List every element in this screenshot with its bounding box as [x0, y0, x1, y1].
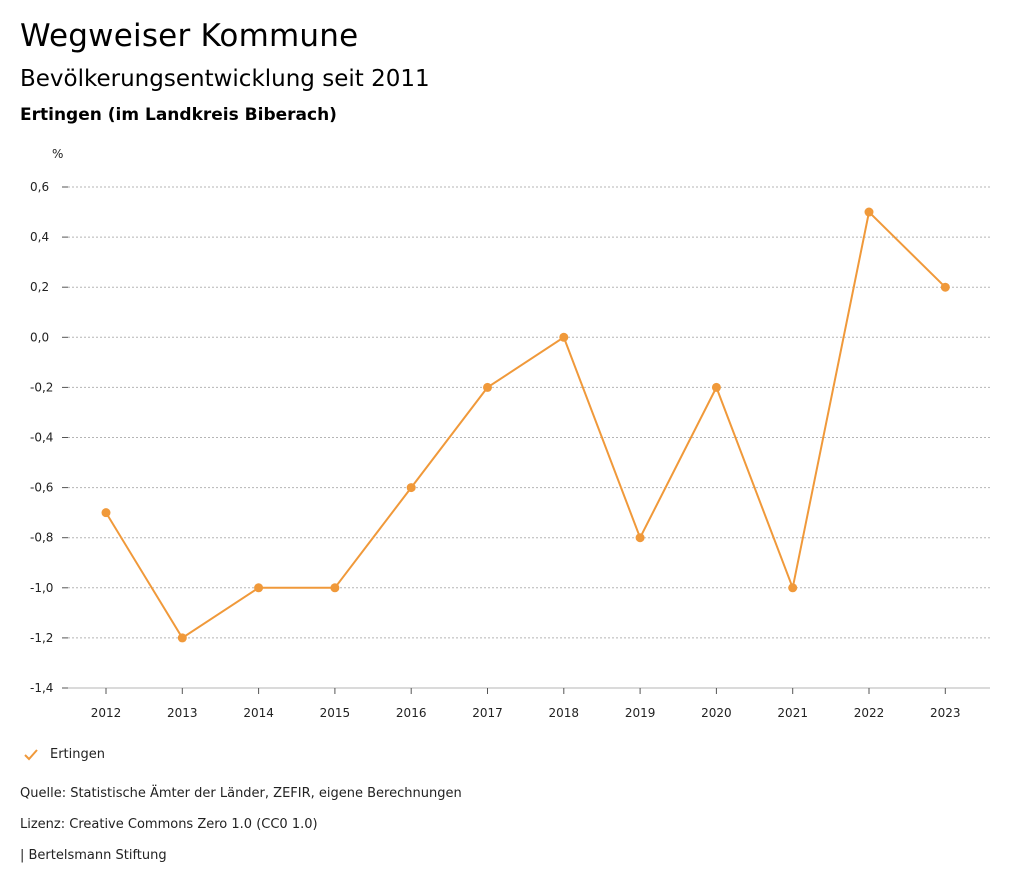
- data-point[interactable]: [330, 583, 340, 593]
- data-point[interactable]: [177, 633, 187, 643]
- x-tick-label: 2019: [625, 706, 656, 720]
- axis-layer: % 0,6 0,4 0,2 0,0 -0,2 -0,4 -0,6 -0,8 -1,0 -1,2 -1,…: [30, 147, 990, 720]
- y-tick-label: -1,0: [30, 581, 53, 595]
- data-point[interactable]: [711, 382, 721, 392]
- data-point[interactable]: [559, 332, 569, 342]
- y-tick-label: -0,8: [30, 531, 53, 545]
- y-tick-label: 0,4: [30, 230, 49, 244]
- data-point[interactable]: [483, 382, 492, 392]
- y-tick-label: 0,0: [30, 330, 49, 344]
- data-point[interactable]: [864, 207, 874, 217]
- x-tick-label: 2021: [777, 706, 808, 720]
- publisher-note: | Bertelsmann Stiftung: [20, 848, 167, 863]
- license-note: Lizenz: Creative Commons Zero 1.0 (CC0 1…: [20, 817, 318, 832]
- x-tick-label: 2018: [549, 706, 580, 720]
- y-tick-label: -1,4: [30, 681, 53, 695]
- y-tick-label: -0,2: [30, 380, 53, 394]
- grid-layer: [68, 186, 990, 689]
- x-tick-label: 2016: [396, 706, 427, 720]
- x-tick-label: 2020: [701, 706, 732, 720]
- y-tick-label: -1,2: [30, 631, 53, 645]
- x-tick-label: 2013: [167, 706, 198, 720]
- data-point[interactable]: [101, 508, 111, 518]
- x-tick-label: 2014: [243, 706, 274, 720]
- x-tick-label: 2015: [320, 706, 351, 720]
- data-point[interactable]: [635, 533, 645, 543]
- series-layer: [101, 207, 950, 643]
- legend-label: Ertingen: [50, 746, 105, 762]
- x-tick-label: 2023: [930, 706, 961, 720]
- source-note: Quelle: Statistische Ämter der Länder, Z…: [20, 786, 462, 801]
- y-tick-label: -0,4: [30, 431, 53, 445]
- y-tick-label: 0,6: [30, 180, 49, 194]
- data-point[interactable]: [788, 583, 798, 593]
- chart-subtitle: Bevölkerungsentwicklung seit 2011: [20, 66, 430, 92]
- line-chart: % 0,6 0,4 0,2 0,0 -0,2 -0,4 -0,6 -0,8 -1,0 -1,2 -1,…: [30, 147, 990, 720]
- legend[interactable]: Ertingen: [22, 745, 105, 763]
- page-title: Wegweiser Kommune: [20, 18, 359, 54]
- region-label: Ertingen (im Landkreis Biberach): [20, 105, 337, 125]
- x-tick-label: 2017: [472, 706, 503, 720]
- y-tick-label: 0,2: [30, 280, 49, 294]
- data-point[interactable]: [940, 282, 950, 292]
- x-tick-label: 2012: [91, 706, 122, 720]
- y-axis-unit: %: [52, 147, 63, 161]
- x-tick-label: 2022: [854, 706, 885, 720]
- series-line: [105, 210, 947, 640]
- y-tick-label: -0,6: [30, 481, 53, 495]
- check-icon: [24, 749, 38, 761]
- data-point[interactable]: [406, 483, 416, 493]
- data-point[interactable]: [254, 583, 264, 593]
